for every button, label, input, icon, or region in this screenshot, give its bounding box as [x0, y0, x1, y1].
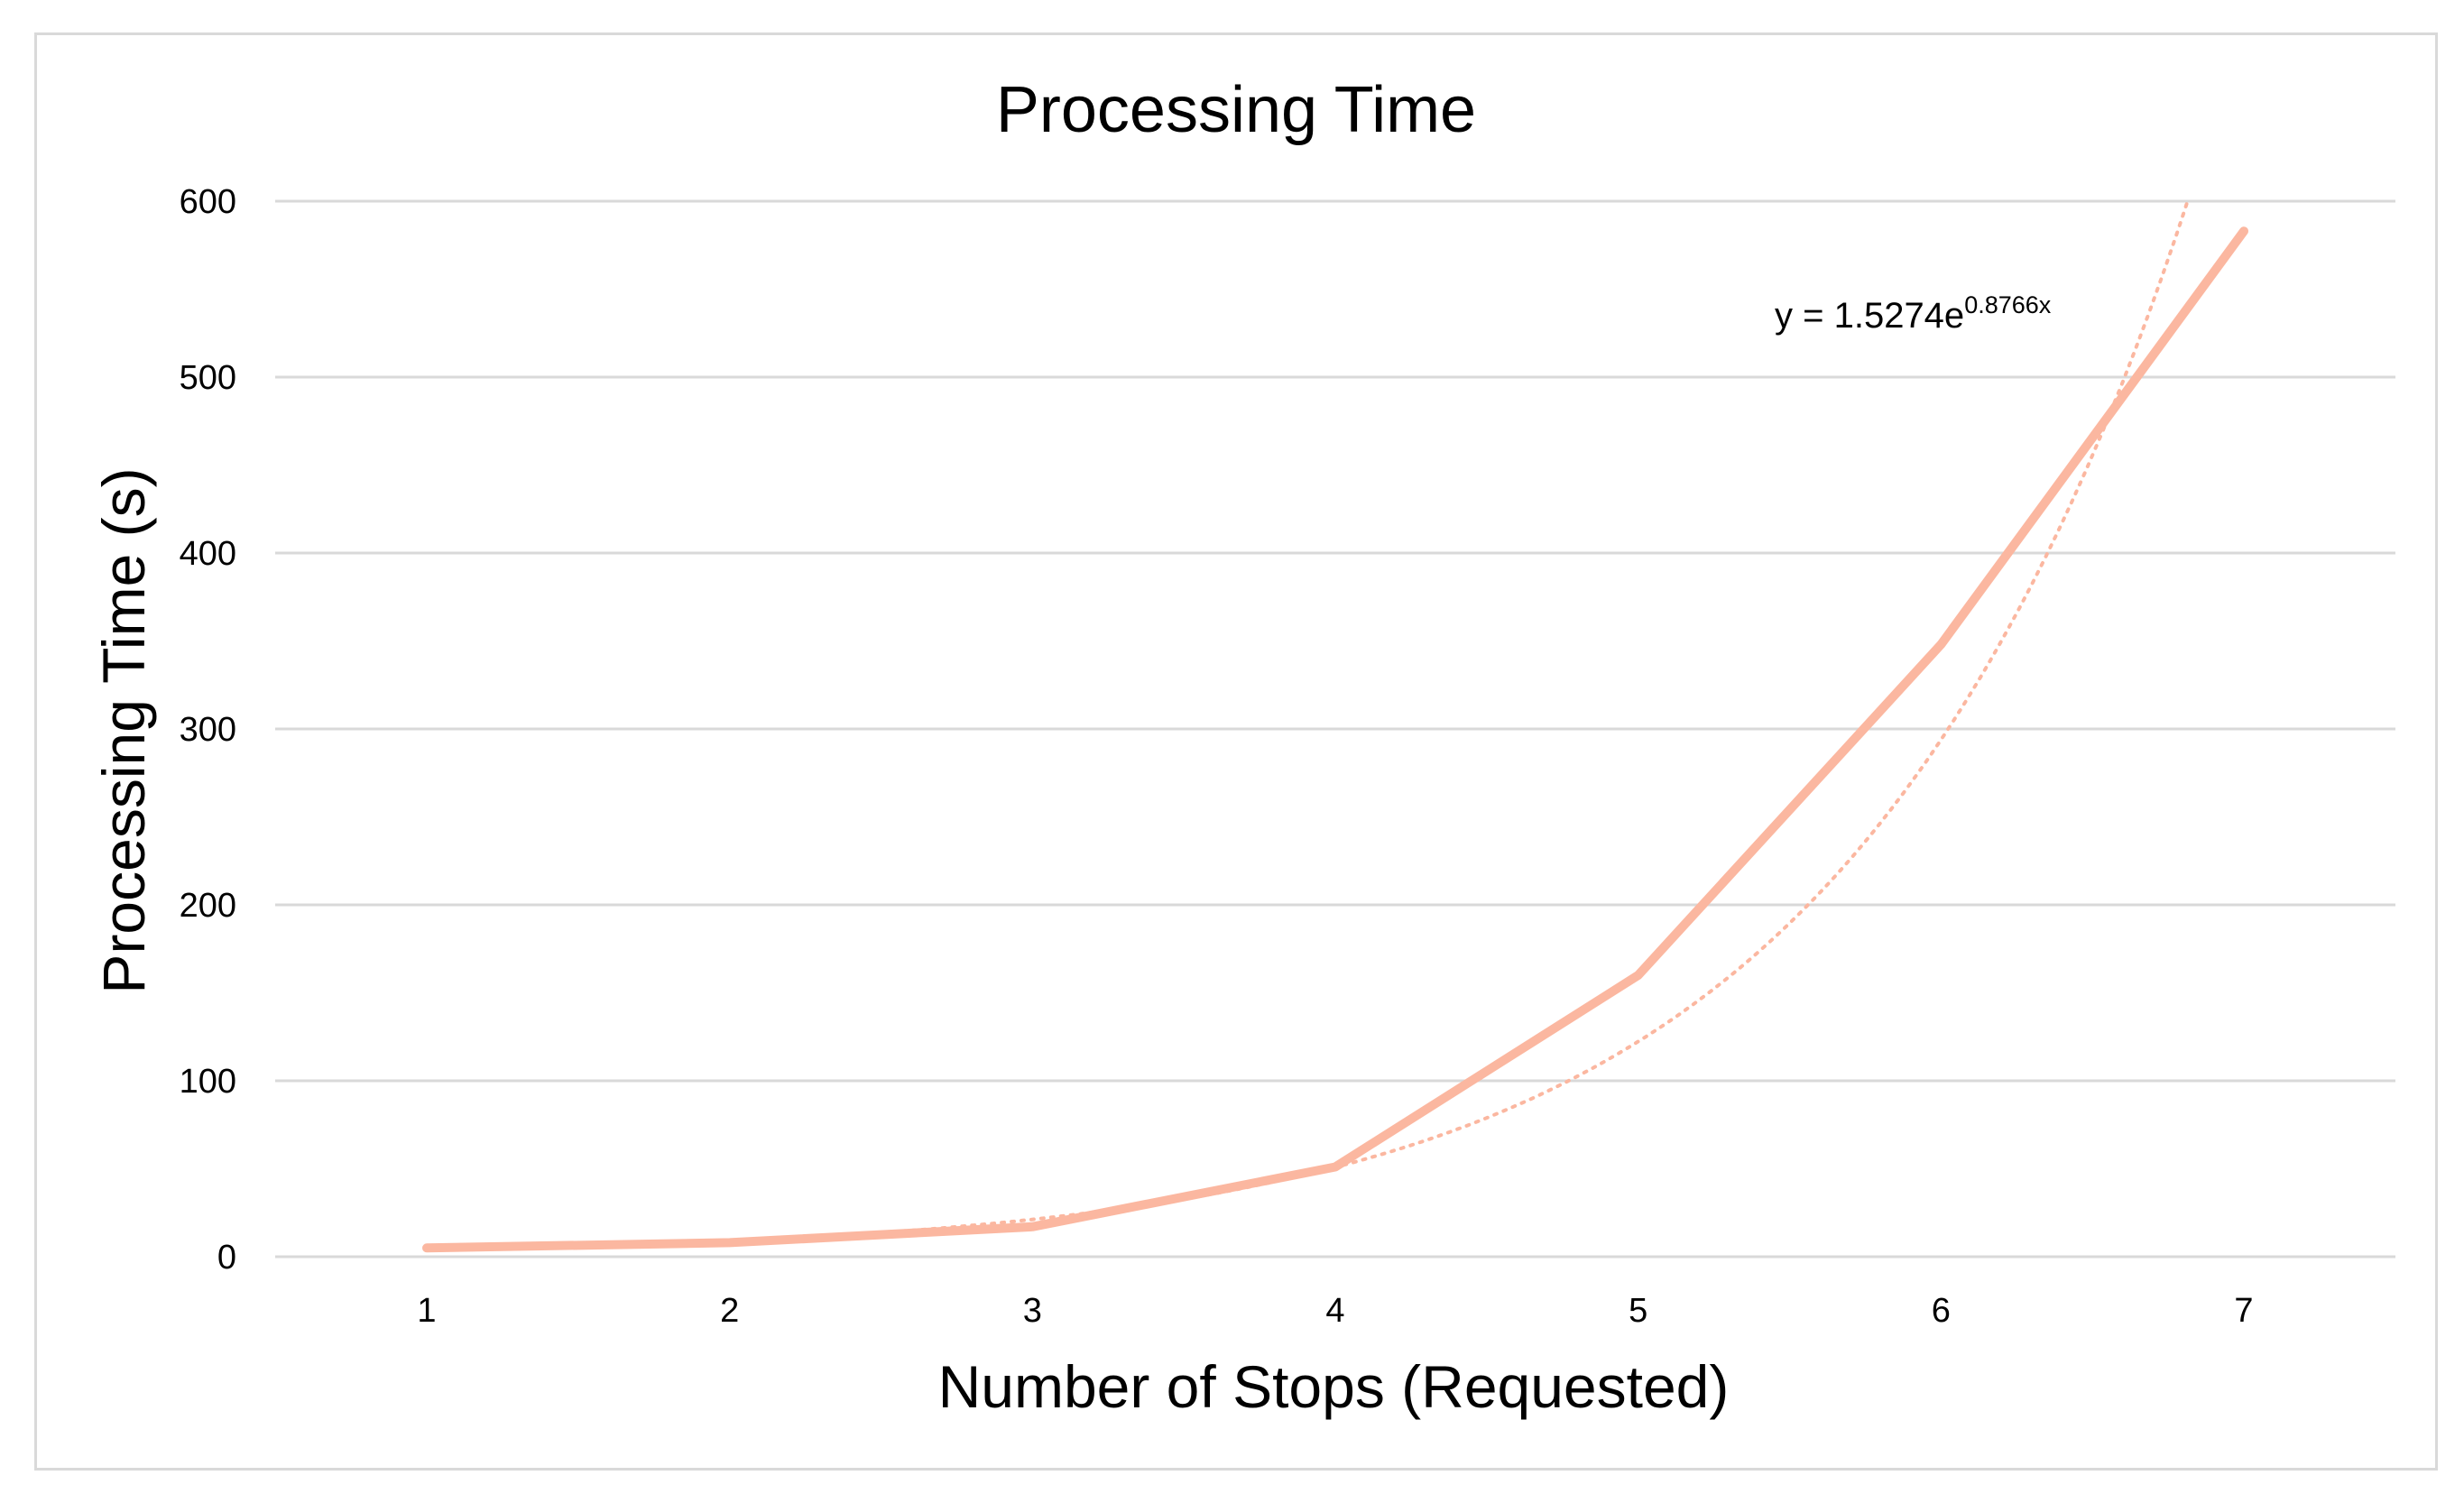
gridlines	[275, 199, 2395, 1259]
y-tick-label: 200	[180, 887, 236, 925]
y-axis-ticks: 0 100 200 300 400 500 600	[180, 183, 236, 1277]
trendline-equation-base: y = 1.5274e	[1775, 296, 1964, 336]
x-tick-label: 4	[1325, 1292, 1344, 1330]
series-line	[422, 226, 2248, 1253]
y-tick-label: 500	[180, 359, 236, 397]
trendline	[425, 199, 2190, 1252]
y-tick-label: 0	[217, 1239, 236, 1277]
y-tick-label: 600	[180, 183, 236, 221]
x-tick-label: 1	[417, 1292, 436, 1330]
x-tick-label: 5	[1629, 1292, 1647, 1330]
y-tick-label: 100	[180, 1063, 236, 1101]
y-axis-title: Processing Time (s)	[90, 467, 157, 993]
x-tick-label: 2	[720, 1292, 739, 1330]
trendline-equation: y = 1.5274e0.8766x	[1775, 291, 2052, 336]
x-axis-title: Number of Stops (Requested)	[938, 1353, 1730, 1420]
trendline-equation-exponent: 0.8766x	[1964, 291, 2052, 318]
y-tick-label: 300	[180, 711, 236, 749]
chart-frame	[34, 32, 2438, 1471]
chart-title: Processing Time	[996, 74, 1476, 146]
y-tick-label: 400	[180, 535, 236, 573]
x-tick-label: 7	[2234, 1292, 2253, 1330]
x-tick-label: 6	[1932, 1292, 1951, 1330]
x-axis-ticks: 1 2 3 4 5 6 7	[417, 1292, 2253, 1330]
x-tick-label: 3	[1023, 1292, 1042, 1330]
